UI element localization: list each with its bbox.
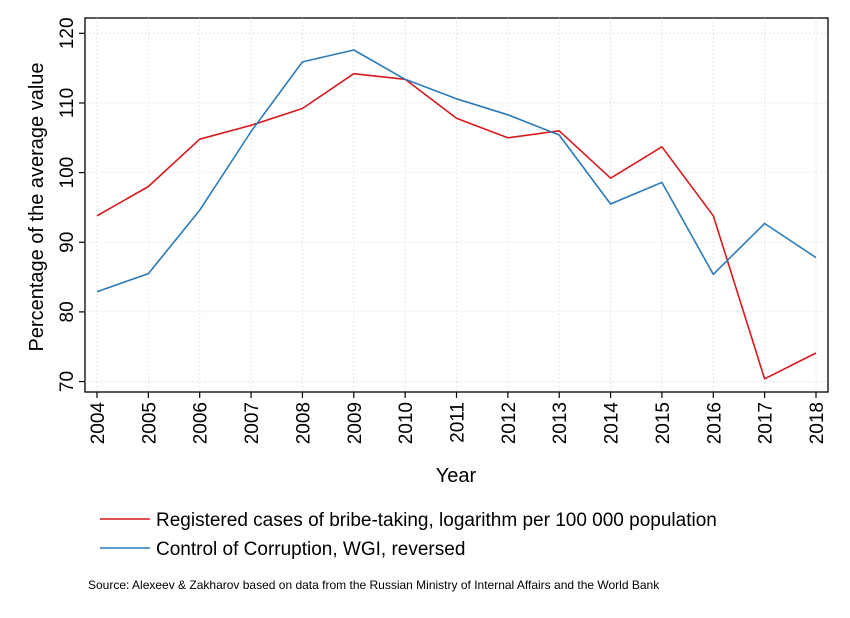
x-tick-label: 2008 — [293, 402, 314, 444]
x-tick-label: 2005 — [139, 402, 160, 444]
y-tick-label: 110 — [57, 88, 78, 118]
x-tick-label: 2011 — [448, 402, 469, 443]
y-tick-label: 90 — [57, 232, 78, 253]
y-tick-label: 100 — [57, 157, 78, 189]
legend-label-control-of-corruption: Control of Corruption, WGI, reversed — [156, 539, 465, 560]
x-tick-label: 2013 — [550, 402, 571, 444]
source-note: Source: Alexeev & Zakharov based on data… — [88, 578, 660, 592]
series-line-bribe-cases — [96, 72, 817, 380]
y-tick-label: 80 — [57, 301, 78, 322]
x-tick-label: 2014 — [602, 402, 623, 445]
y-axis-title: Percentage of the average value — [26, 62, 48, 351]
x-axis-title: Year — [436, 465, 477, 487]
x-tick-label: 2006 — [191, 402, 212, 444]
series-line-control-of-corruption — [96, 49, 817, 293]
x-tick-label: 2010 — [396, 402, 417, 444]
x-tick-label: 2009 — [345, 402, 366, 444]
axes: 70 80 90 100 110 120 2004 2005 2006 2007 2008 2009 2… — [57, 17, 828, 444]
y-tick-label: 70 — [57, 371, 78, 392]
x-tick-label: 2017 — [756, 402, 777, 444]
y-tick-label: 120 — [57, 17, 78, 49]
x-tick-label: 2007 — [242, 402, 263, 444]
legend-label-bribe-cases: Registered cases of bribe-taking, logari… — [156, 510, 717, 531]
x-tick-label: 2018 — [807, 402, 828, 444]
x-tick-label: 2012 — [499, 402, 520, 444]
legend: Registered cases of bribe-taking, logari… — [100, 510, 717, 560]
plot-area — [84, 17, 829, 393]
x-tick-label: 2004 — [88, 402, 109, 445]
x-tick-label: 2016 — [704, 402, 725, 444]
series-lines — [96, 49, 817, 380]
x-tick-label: 2015 — [653, 402, 674, 444]
